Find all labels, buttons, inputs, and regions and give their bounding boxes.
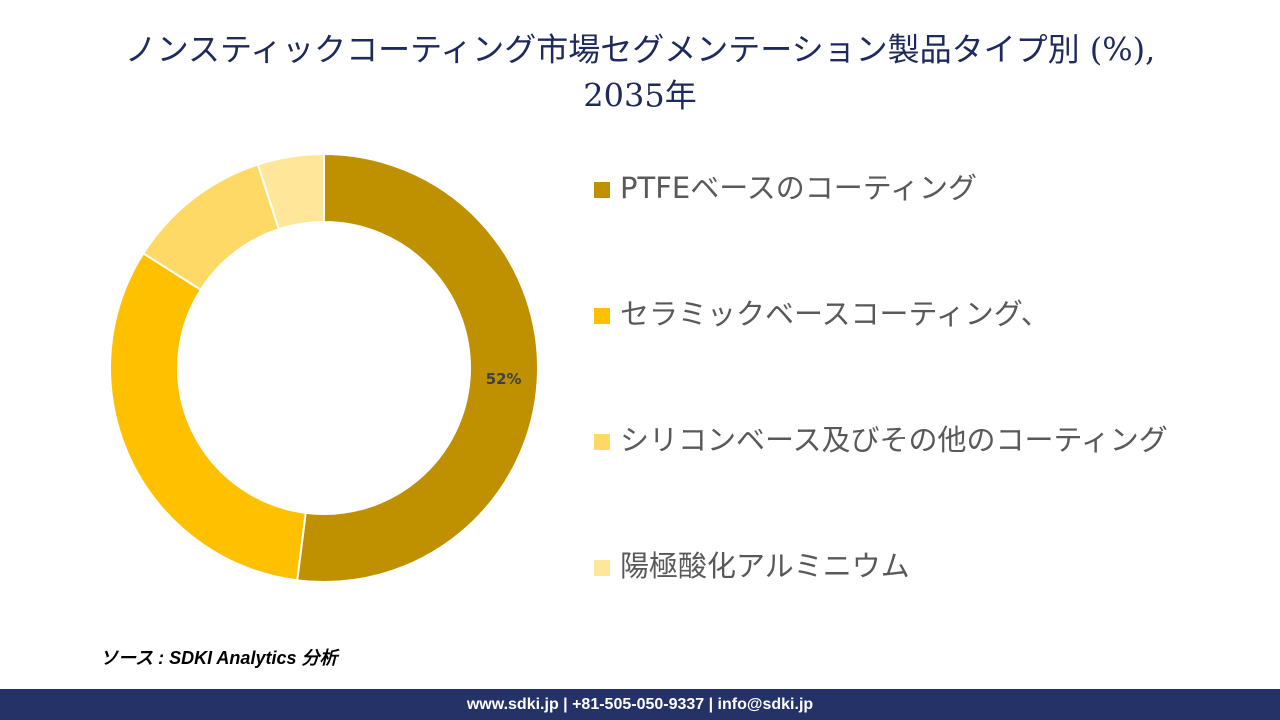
donut-segment [296, 152, 539, 583]
donut-segment [256, 152, 325, 231]
chart-title: 2035年 [583, 77, 696, 115]
data-label: 52% [486, 370, 522, 388]
legend-label: 陽極酸化アルミニウム [620, 549, 910, 583]
legend-swatch [594, 434, 610, 450]
legend-swatch [594, 308, 610, 324]
legend-label: シリコンベース及びその他のコーティング [620, 423, 1168, 457]
source: ソース : SDKI Analytics 分析 [100, 648, 340, 668]
donut-segment [109, 251, 307, 582]
legend-label: セラミックベースコーティング、 [620, 297, 1050, 331]
legend-swatch [594, 560, 610, 576]
footer-bar [0, 689, 1280, 720]
legend-swatch [594, 182, 610, 198]
chart-title: ノンスティックコーティング市場セグメンテーション製品タイプ別 (%), [125, 31, 1156, 69]
footer: www.sdki.jp | +81-505-050-9337 | info@sd… [466, 696, 814, 713]
legend-label: PTFEベースのコーティング [620, 171, 977, 205]
